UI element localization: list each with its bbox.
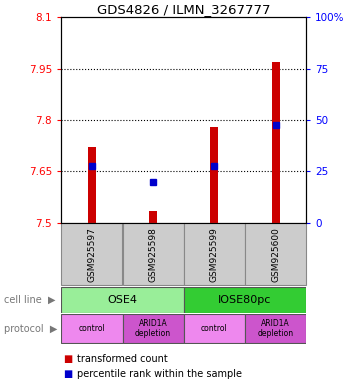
Text: IOSE80pc: IOSE80pc [218,295,272,305]
FancyBboxPatch shape [184,223,245,285]
Text: ■: ■ [63,354,72,364]
Bar [210,127,218,223]
Text: GSM925598: GSM925598 [149,227,158,282]
Text: percentile rank within the sample: percentile rank within the sample [77,369,242,379]
Bar [149,211,157,223]
Text: GSM925597: GSM925597 [88,227,96,282]
FancyBboxPatch shape [245,223,306,285]
FancyBboxPatch shape [184,314,245,343]
Text: ARID1A
depletion: ARID1A depletion [135,319,171,338]
Text: GSM925599: GSM925599 [210,227,219,282]
Text: control: control [201,324,228,333]
Text: cell line  ▶: cell line ▶ [4,295,55,305]
Bar [272,62,280,223]
FancyBboxPatch shape [61,287,184,313]
Text: ■: ■ [63,369,72,379]
Text: protocol  ▶: protocol ▶ [4,324,57,334]
FancyBboxPatch shape [122,314,184,343]
FancyBboxPatch shape [61,223,122,285]
Bar [88,147,96,223]
Text: control: control [78,324,105,333]
Text: ARID1A
depletion: ARID1A depletion [258,319,294,338]
FancyBboxPatch shape [61,314,122,343]
FancyBboxPatch shape [184,287,306,313]
FancyBboxPatch shape [122,223,184,285]
Text: GSM925600: GSM925600 [271,227,280,282]
Text: OSE4: OSE4 [107,295,138,305]
FancyBboxPatch shape [245,314,306,343]
Title: GDS4826 / ILMN_3267777: GDS4826 / ILMN_3267777 [97,3,271,16]
Text: transformed count: transformed count [77,354,168,364]
